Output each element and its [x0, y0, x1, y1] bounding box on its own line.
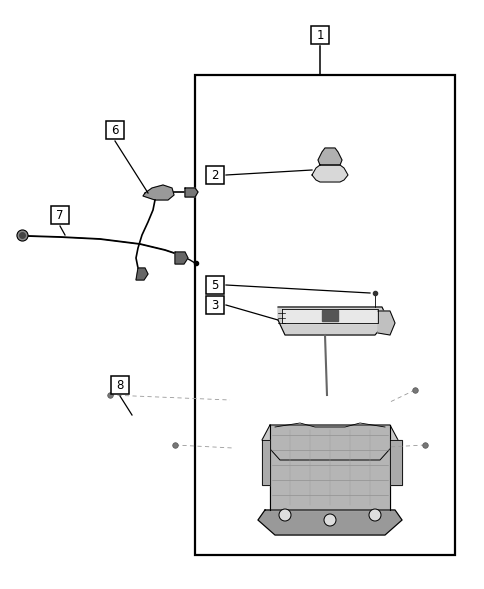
Circle shape [278, 509, 290, 521]
Text: 7: 7 [56, 209, 63, 221]
Polygon shape [277, 307, 387, 335]
Polygon shape [270, 425, 389, 510]
Text: 1: 1 [316, 28, 323, 41]
Bar [206, 276, 224, 294]
Bar [195, 75, 454, 555]
Bar [206, 296, 224, 314]
Text: 2: 2 [211, 168, 218, 181]
Polygon shape [261, 440, 270, 485]
Bar [310, 26, 328, 44]
Polygon shape [175, 252, 188, 264]
Polygon shape [321, 310, 337, 321]
Polygon shape [281, 309, 377, 323]
Bar [106, 121, 124, 139]
Bar [111, 376, 129, 394]
Circle shape [368, 509, 380, 521]
Polygon shape [184, 188, 197, 197]
Text: 5: 5 [211, 279, 218, 292]
Text: 6: 6 [111, 124, 119, 137]
Polygon shape [261, 425, 397, 460]
Polygon shape [136, 268, 148, 280]
Bar [51, 206, 69, 224]
Circle shape [323, 514, 335, 526]
Text: 8: 8 [116, 379, 123, 392]
Polygon shape [389, 440, 401, 485]
Polygon shape [311, 165, 348, 182]
Polygon shape [377, 311, 394, 335]
Polygon shape [143, 185, 174, 200]
Bar [206, 166, 224, 184]
Text: 3: 3 [211, 299, 218, 312]
Polygon shape [257, 510, 401, 535]
Polygon shape [318, 148, 341, 165]
